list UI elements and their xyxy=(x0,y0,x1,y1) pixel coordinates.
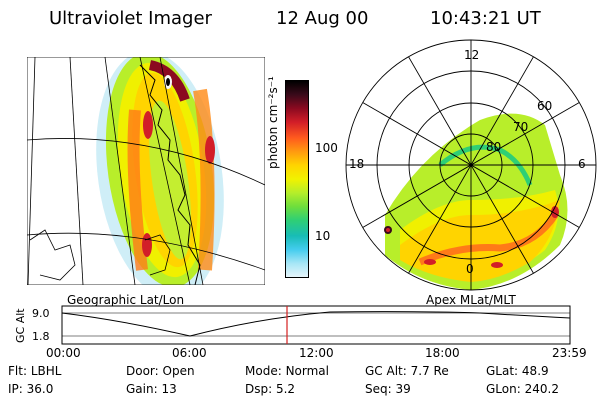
status-ip: IP: 36.0 xyxy=(8,382,54,396)
mlt-label-12: 12 xyxy=(464,48,480,62)
colorbar xyxy=(285,80,309,278)
altitude-xtick-0000: 00:00 xyxy=(46,346,81,360)
status-mode: Mode: Normal xyxy=(245,364,329,378)
status-gain: Gain: 13 xyxy=(126,382,177,396)
colorbar-tick-10: 10 xyxy=(315,229,331,243)
status-glat: GLat: 48.9 xyxy=(486,364,549,378)
mlt-label-6: 6 xyxy=(578,157,586,171)
altitude-xtick-1800: 18:00 xyxy=(425,346,460,360)
lat-label-80: 80 xyxy=(486,140,502,154)
lat-label-70: 70 xyxy=(513,120,529,134)
altitude-ytick-high: 9.0 xyxy=(32,307,50,320)
status-gc-alt: GC Alt: 7.7 Re xyxy=(365,364,449,378)
date-label: 12 Aug 00 xyxy=(276,8,369,29)
altitude-ylabel: GC Alt xyxy=(14,308,27,343)
status-seq: Seq: 39 xyxy=(365,382,411,396)
mlt-label-18: 18 xyxy=(349,157,365,171)
status-door: Door: Open xyxy=(126,364,195,378)
right-panel-caption: Apex MLat/MLT xyxy=(426,293,516,307)
time-label: 10:43:21 UT xyxy=(430,8,541,29)
altitude-xtick-0600: 06:00 xyxy=(172,346,207,360)
altitude-ytick-low: 1.8 xyxy=(32,330,50,343)
altitude-xtick-2359: 23:59 xyxy=(552,346,587,360)
lat-label-60: 60 xyxy=(537,99,553,113)
status-glon: GLon: 240.2 xyxy=(486,382,559,396)
altitude-xtick-1200: 12:00 xyxy=(299,346,334,360)
left-panel-caption: Geographic Lat/Lon xyxy=(67,293,185,307)
status-dsp: Dsp: 5.2 xyxy=(245,382,296,396)
mlt-label-0: 0 xyxy=(466,262,474,276)
colorbar-tick-100: 100 xyxy=(315,141,338,155)
status-flt: Flt: LBHL xyxy=(8,364,62,378)
instrument-title: Ultraviolet Imager xyxy=(49,8,212,29)
